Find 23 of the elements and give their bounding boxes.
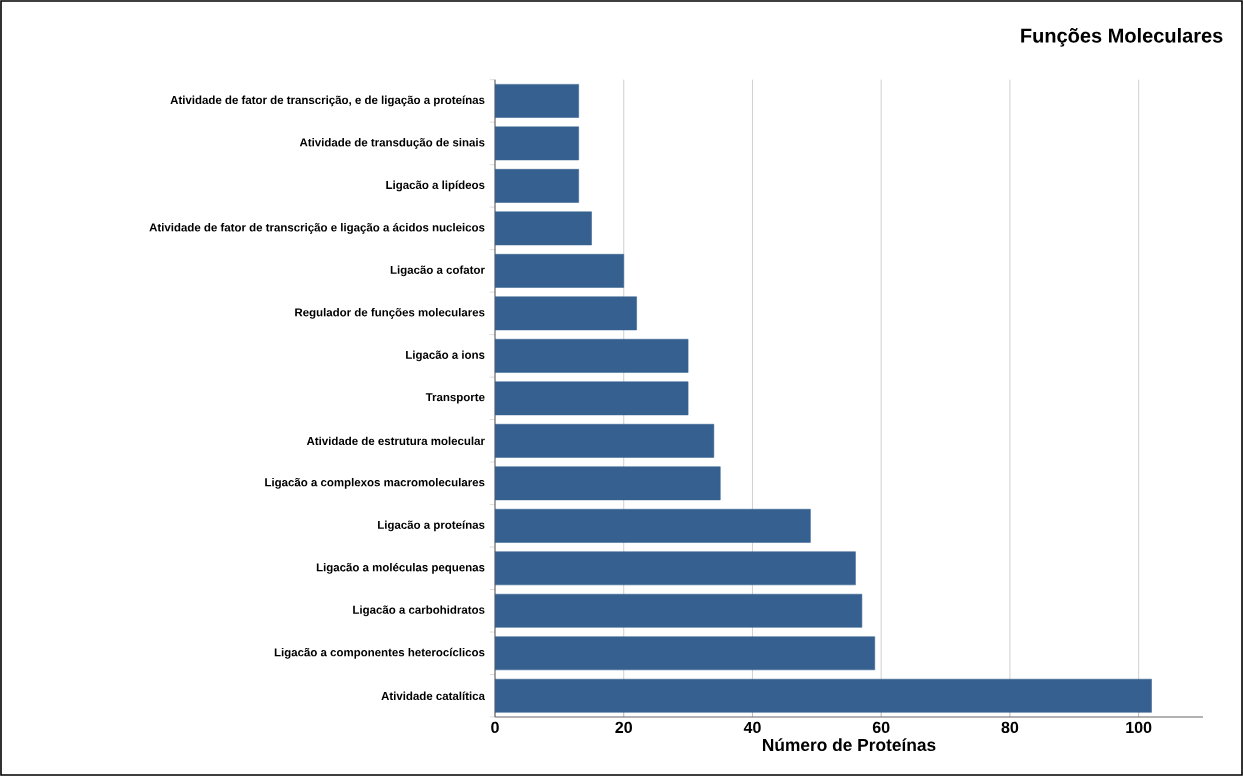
y-tick-label: Ligacão a lipídeos (386, 180, 485, 192)
chart-title: Funções Moleculares (1021, 28, 1223, 47)
y-tick-label: Ligacão a componentes heterocíclicos (274, 647, 485, 659)
y-tick-label: Ligacão a carbohidratos (353, 605, 485, 617)
y-tick-label: Atividade de transdução de sinais (299, 138, 485, 149)
y-tick-label: Ligacão a ions (406, 350, 485, 362)
y-tick-label: Atividade catalítica (381, 691, 486, 701)
x-tick-label: 0 (491, 721, 499, 734)
y-tick-label: Atividade de estrutura molecular (306, 436, 485, 446)
y-tick-label: Ligacão a complexos macromoleculares (265, 477, 485, 489)
y-tick-label: Transporte (425, 393, 485, 404)
x-tick-label: 20 (615, 721, 632, 734)
y-tick-label: Atividade de fator de transcrição, e de ligação a proteínas (170, 95, 485, 107)
x-axis-title: Número de Proteínas (762, 738, 936, 752)
x-tick-label: 60 (872, 721, 890, 734)
x-tick-label: 40 (743, 721, 761, 734)
y-tick-label: Ligacão a cofator (390, 265, 485, 277)
y-tick-label: Regulador de funções moleculares (295, 308, 485, 319)
x-tick-label: 100 (1126, 721, 1152, 734)
x-tick-label: 80 (1001, 721, 1019, 734)
y-tick-label: Ligacão a moléculas pequenas (316, 562, 485, 574)
y-tick-label: Atividade de fator de transcrição e ligação a ácidos nucleicos (149, 222, 485, 234)
y-tick-label: Ligacão a proteínas (378, 520, 485, 532)
